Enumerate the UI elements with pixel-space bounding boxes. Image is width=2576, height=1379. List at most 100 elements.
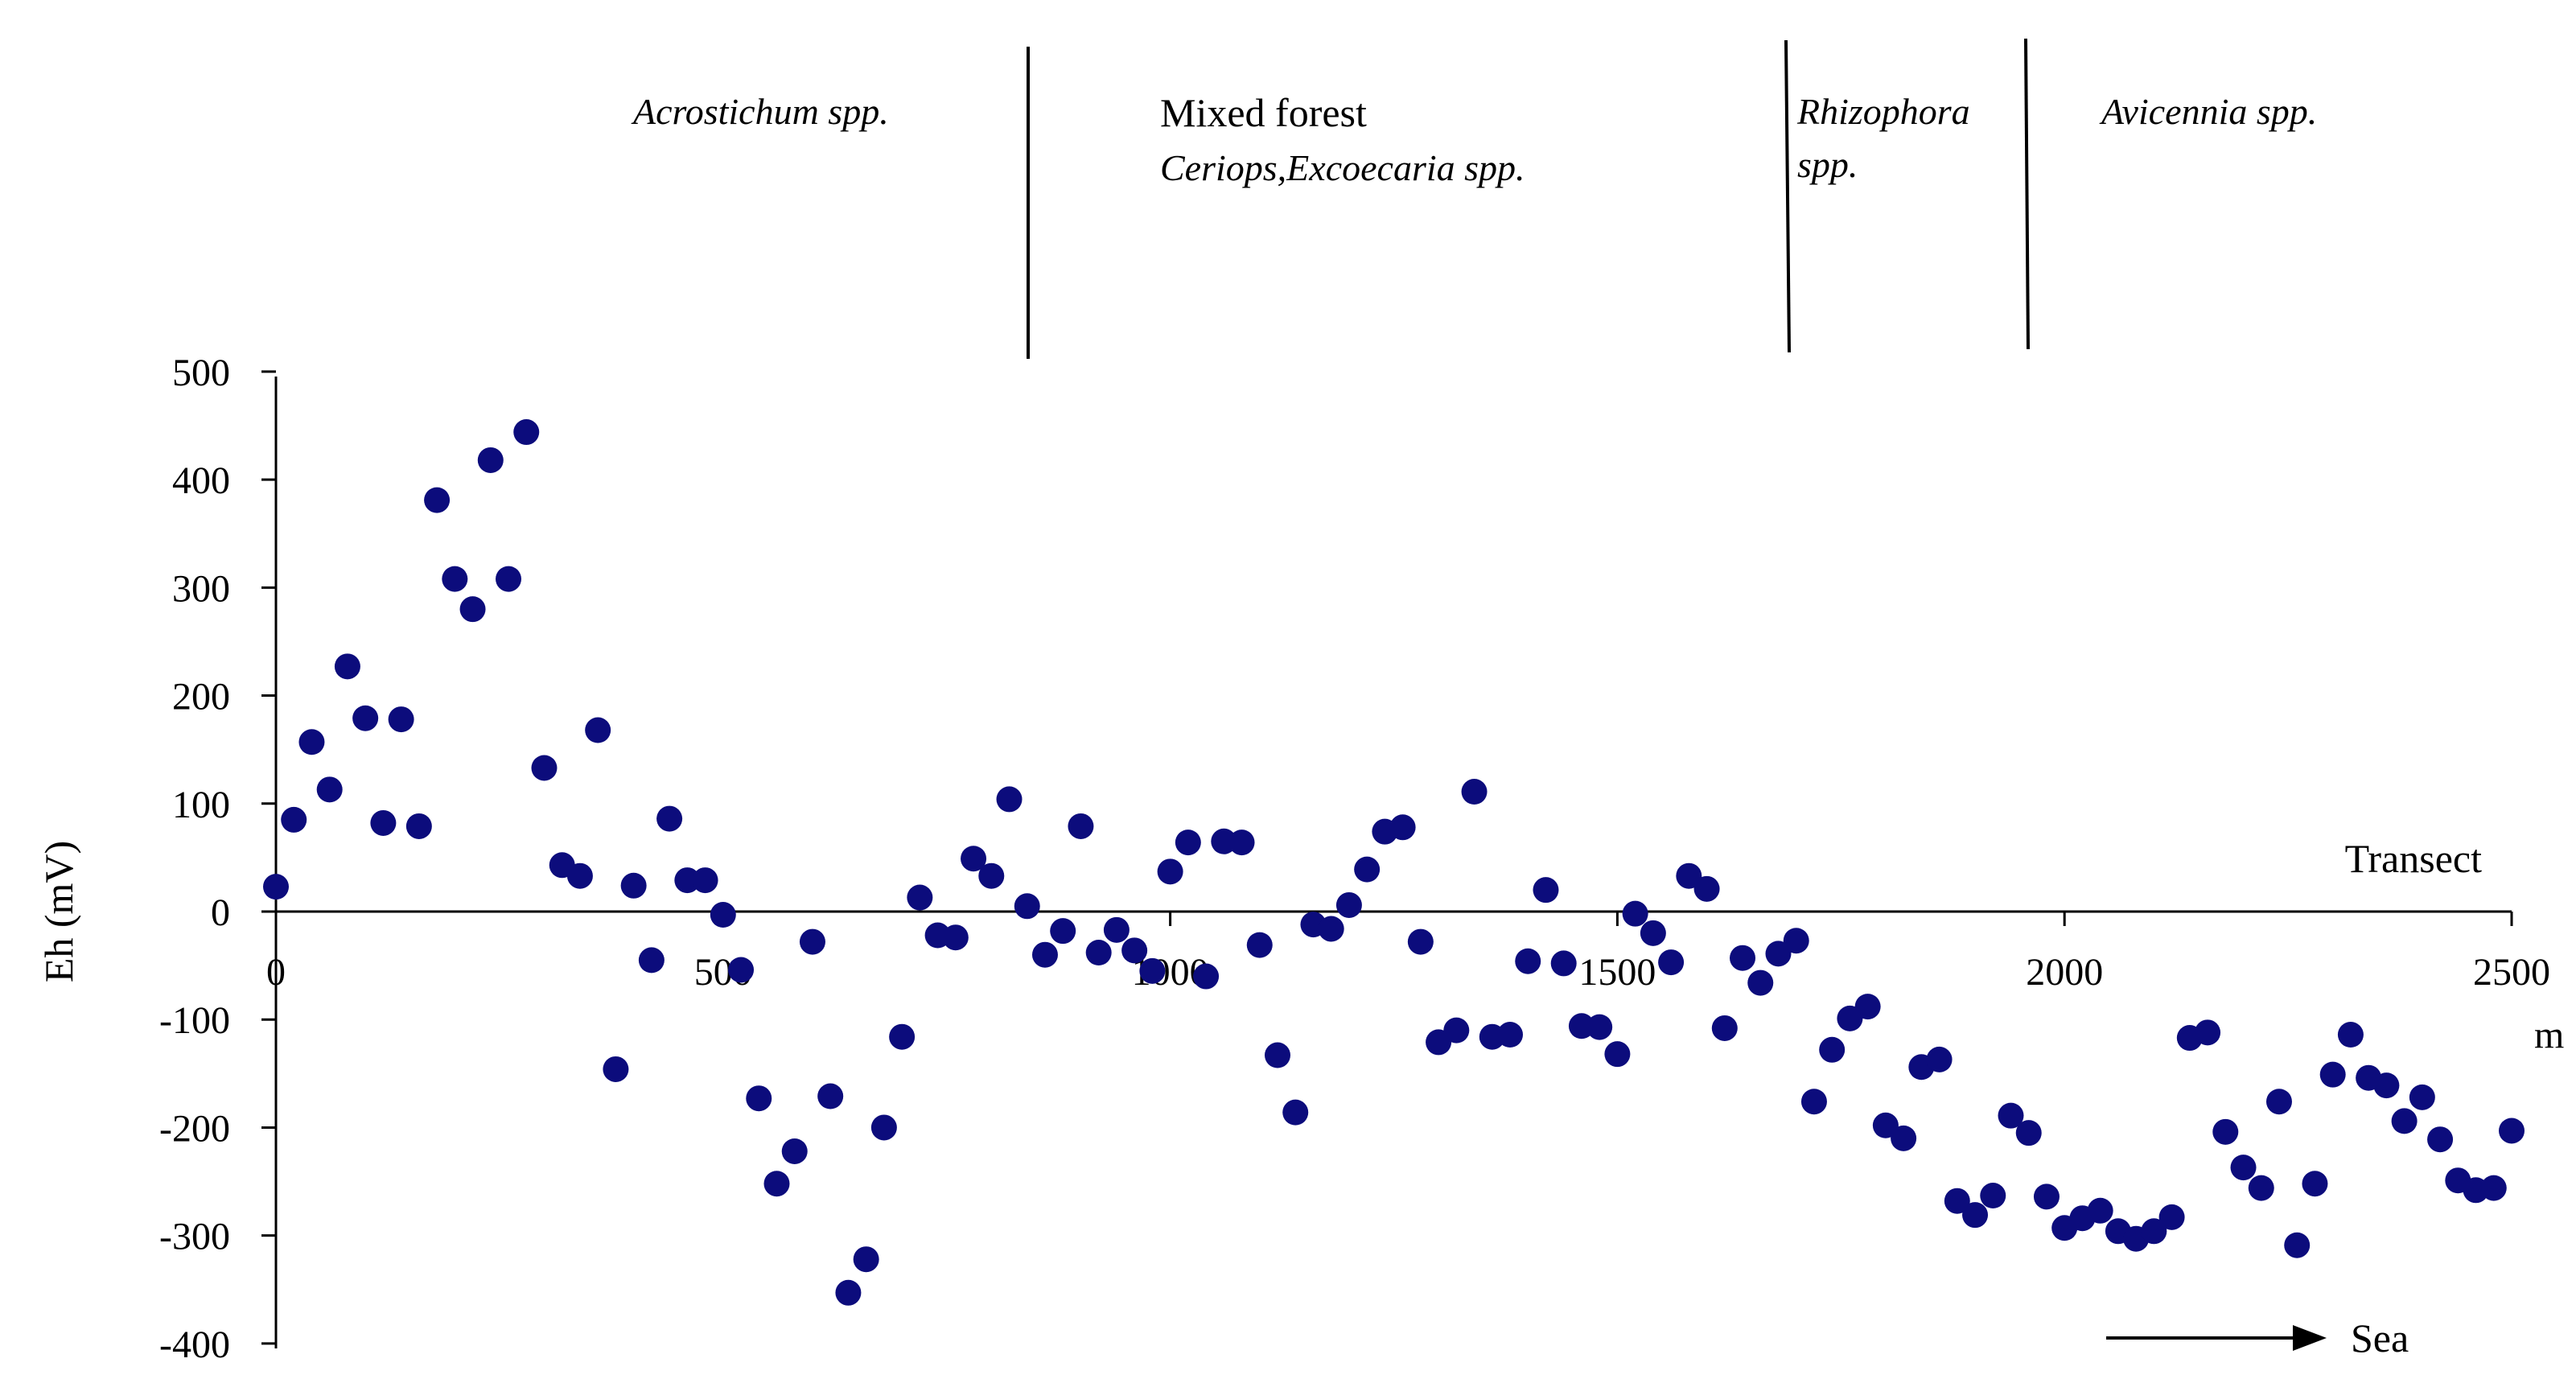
y-axis-title: Eh (mV) xyxy=(36,841,81,982)
data-point xyxy=(1318,916,1344,942)
data-point xyxy=(870,1114,897,1141)
y-tick-label: 500 xyxy=(172,352,230,394)
data-point xyxy=(531,755,558,781)
data-point xyxy=(2302,1171,2328,1197)
data-point xyxy=(1085,940,1112,966)
data-point xyxy=(638,947,665,974)
data-point xyxy=(1407,928,1434,955)
data-point xyxy=(746,1085,772,1112)
data-point xyxy=(2230,1155,2257,1181)
data-point xyxy=(817,1083,844,1109)
data-point xyxy=(942,924,969,951)
x-axis-title: Transect xyxy=(2345,836,2482,881)
data-point xyxy=(1891,1125,1917,1151)
data-point xyxy=(1335,891,1362,918)
data-point xyxy=(1193,963,1220,990)
data-point xyxy=(2427,1126,2454,1153)
data-point xyxy=(263,874,289,900)
data-point xyxy=(424,487,451,513)
data-point xyxy=(996,786,1023,813)
data-point xyxy=(1980,1183,2006,1209)
y-axis-ticks: 500 400 300 200 100 0 -100 -200 -300 -400 xyxy=(159,352,276,1366)
data-point xyxy=(2087,1197,2113,1224)
x-axis-ticks: 0 500 1000 1500 2000 2500 xyxy=(266,912,2550,994)
data-point xyxy=(835,1279,862,1306)
data-point xyxy=(1640,920,1666,946)
x-tick-label: 2000 xyxy=(2026,951,2103,994)
data-point xyxy=(496,566,522,592)
data-point xyxy=(978,862,1005,889)
data-point xyxy=(352,705,379,731)
data-point xyxy=(2195,1019,2221,1046)
data-point xyxy=(1962,1202,1989,1229)
zone-sublabel-ceriops-excoecaria: Ceriops,Excoecaria spp. xyxy=(1160,147,1525,188)
data-point xyxy=(763,1171,790,1197)
data-point xyxy=(1586,1014,1613,1040)
data-point xyxy=(1228,829,1255,856)
data-point xyxy=(1533,877,1559,904)
data-point xyxy=(1765,941,1792,967)
zone-label-mixed-forest: Mixed forest xyxy=(1160,90,1367,135)
data-point xyxy=(781,1138,808,1164)
data-point xyxy=(2158,1204,2185,1230)
y-tick-label: 300 xyxy=(172,567,230,610)
y-tick-label: -400 xyxy=(159,1323,230,1366)
sea-arrow-head xyxy=(2293,1325,2327,1351)
data-point xyxy=(1693,875,1720,902)
data-point xyxy=(1998,1102,2024,1129)
data-point xyxy=(1747,969,1774,996)
data-point xyxy=(1622,900,1648,927)
x-tick-label: 1500 xyxy=(1578,951,1656,994)
sea-direction-label: Sea xyxy=(2351,1315,2409,1360)
data-point xyxy=(728,957,755,983)
y-tick-label: -200 xyxy=(159,1107,230,1150)
data-point xyxy=(1819,1036,1846,1063)
data-point xyxy=(674,867,701,894)
data-point xyxy=(2015,1120,2042,1146)
data-point xyxy=(1926,1046,1953,1072)
data-point xyxy=(2284,1232,2311,1258)
data-point xyxy=(1604,1041,1631,1068)
x-tick-label: 0 xyxy=(266,951,286,994)
data-point xyxy=(2373,1072,2400,1099)
data-point xyxy=(853,1246,879,1273)
data-point xyxy=(1157,858,1183,885)
zone-label-avicennia: Avicennia spp. xyxy=(2099,91,2317,132)
data-point xyxy=(585,717,611,743)
zone-sublabel-rhizophora-spp: spp. xyxy=(1797,144,1858,185)
data-point xyxy=(513,419,540,446)
data-point xyxy=(1175,829,1201,856)
data-point xyxy=(799,928,825,955)
y-tick-label: 100 xyxy=(172,784,230,826)
data-point xyxy=(281,806,307,833)
zone-label-acrostichum: Acrostichum spp. xyxy=(631,91,889,132)
data-point xyxy=(1944,1188,1970,1214)
data-point xyxy=(1658,949,1685,976)
data-point xyxy=(692,867,718,894)
data-point xyxy=(620,872,647,899)
data-point xyxy=(316,776,343,803)
data-point xyxy=(1050,918,1076,945)
data-point xyxy=(334,653,360,680)
data-point xyxy=(1354,856,1381,883)
data-point xyxy=(1282,1099,1309,1126)
data-point xyxy=(2391,1108,2418,1134)
data-point xyxy=(603,1056,629,1082)
data-point xyxy=(710,902,736,928)
data-point xyxy=(2141,1218,2167,1245)
data-point xyxy=(459,596,486,623)
data-point xyxy=(2319,1061,2346,1088)
data-point xyxy=(889,1023,916,1050)
data-point xyxy=(2499,1118,2525,1144)
zone-divider-3 xyxy=(2024,38,2030,350)
data-point xyxy=(2409,1084,2435,1110)
data-point xyxy=(388,706,414,733)
data-point xyxy=(370,809,397,836)
data-point xyxy=(405,813,432,839)
data-point xyxy=(2033,1183,2060,1210)
y-tick-label: 400 xyxy=(172,459,230,502)
data-point xyxy=(1711,1015,1738,1041)
data-point xyxy=(1443,1017,1470,1044)
data-point xyxy=(961,846,987,872)
